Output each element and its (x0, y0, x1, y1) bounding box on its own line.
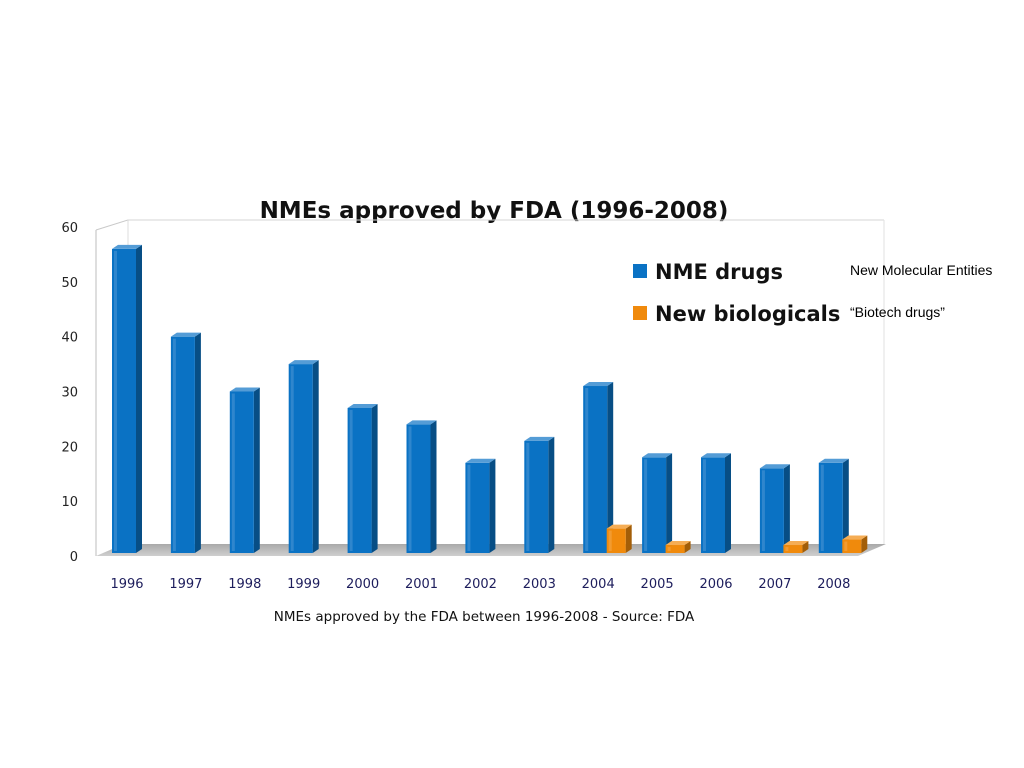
bar-nme-drugs (170, 332, 201, 553)
side-wall-top-edge (95, 219, 129, 231)
x-tick-label: 1999 (287, 577, 320, 592)
annotation-biologicals-note: “Biotech drugs” (850, 304, 945, 320)
y-tick-label: 20 (61, 440, 78, 455)
bar-nme-drugs (583, 382, 614, 553)
y-axis-ticks: 0 10 20 30 40 50 60 (61, 221, 78, 565)
x-tick-label: 2007 (758, 577, 791, 592)
legend: NME drugs New biologicals (633, 260, 840, 326)
bar-nme-drugs (524, 436, 555, 553)
bar-new-biologicals (665, 541, 691, 553)
y-tick-label: 10 (61, 495, 78, 510)
bar-nme-drugs (112, 244, 142, 553)
x-tick-label: 2000 (346, 577, 379, 592)
x-axis-labels: 1996 1997 1998 1999 2000 2001 2002 2003 2004 2005… (110, 577, 850, 592)
bar-nme-drugs (818, 458, 849, 553)
x-tick-label: 2002 (464, 577, 497, 592)
legend-item-biologicals: New biologicals (633, 302, 840, 326)
bar-nme-drugs (406, 420, 437, 553)
y-tick-label: 60 (61, 221, 78, 236)
bar-new-biologicals (783, 541, 809, 553)
x-tick-label: 2005 (641, 577, 674, 592)
x-tick-label: 2004 (582, 577, 615, 592)
legend-label-biologicals: New biologicals (655, 302, 840, 326)
bar-nme-drugs (465, 458, 496, 553)
x-tick-label: 2008 (817, 577, 850, 592)
y-tick-label: 0 (70, 550, 78, 565)
bar-new-biologicals (606, 524, 632, 553)
x-tick-label: 2006 (699, 577, 732, 592)
annotation-nme-note: New Molecular Entities (850, 262, 993, 278)
legend-swatch-biologicals (633, 306, 647, 320)
bars (112, 244, 868, 553)
y-tick-label: 40 (61, 331, 78, 346)
legend-swatch-nme (633, 264, 647, 278)
bar-nme-drugs (229, 387, 260, 553)
bar-nme-drugs (642, 453, 673, 553)
legend-label-nme: NME drugs (655, 260, 783, 284)
bar-nme-drugs (759, 464, 790, 553)
x-tick-label: 1996 (110, 577, 143, 592)
chart-caption: NMEs approved by the FDA between 1996-20… (274, 609, 695, 625)
y-tick-label: 50 (61, 276, 78, 291)
y-tick-label: 30 (61, 386, 78, 401)
x-tick-label: 2001 (405, 577, 438, 592)
x-tick-label: 1998 (228, 577, 261, 592)
legend-item-nme: NME drugs (633, 260, 783, 284)
x-tick-label: 1997 (169, 577, 202, 592)
bar-nme-drugs (347, 403, 378, 553)
x-tick-label: 2003 (523, 577, 556, 592)
bar-new-biologicals (842, 535, 868, 553)
bar-nme-drugs (288, 360, 319, 553)
bar-nme-drugs (701, 453, 731, 553)
